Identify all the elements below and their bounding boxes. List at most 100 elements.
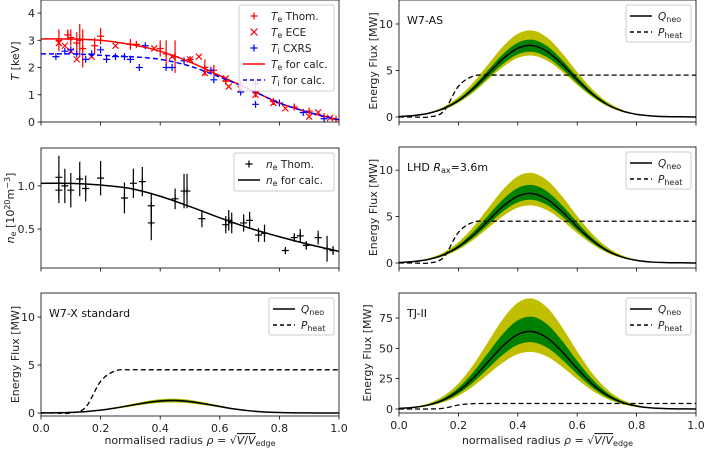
y-tick-label: 5 [386,211,393,224]
ne-thomson-point [55,186,63,194]
x-tick-label: 0.2 [92,422,110,435]
p-heat-line [399,220,696,265]
symbol: n [4,236,17,243]
uncertainty-band-inner [399,39,696,117]
equals: = [571,434,587,447]
legend: Qneo Pheat [268,297,335,336]
superscript: 20 [3,199,12,209]
p-heat-line [41,368,339,415]
y-tick-label: 50 [379,342,393,355]
ne-thomson-point [246,216,254,224]
legend-label: Ti for calc. [271,75,325,88]
plot-area [41,155,339,262]
plot-area [41,23,339,122]
subscript: heat [307,324,325,333]
legend-box [625,4,692,43]
ne-thomson-point [255,231,263,239]
te-ece-point [225,83,233,91]
label-text: for calc. [282,59,327,71]
subscript: edge [613,439,633,448]
ne-thomson-point [97,174,105,182]
label-text: for calc. [280,75,325,87]
symbol: V [594,434,603,447]
symbol: V [606,434,615,447]
te-ece-point [73,55,81,63]
te-fit-line [41,38,339,121]
te-ece-point [61,42,69,50]
ne-thomson-point [240,219,248,227]
y-tick-label: 0 [28,407,35,420]
legend-label: ne Thom. [266,159,314,172]
panel-density: ne Thom.ne for calc.0.51.0ne [1020m−3] [3,147,340,272]
unit: Energy Flux [MW] [367,12,380,109]
ne-thomson-point [76,175,84,183]
symbol: R [433,161,441,174]
te-thomson-point [91,42,99,50]
ne-thomson-point [120,194,128,202]
legend-label: Qneo [658,158,681,171]
ti-cxrs-point [168,64,176,72]
y-tick-label: 0 [386,111,393,124]
subscript: heat [664,324,682,333]
subscript: ax [441,166,451,175]
ne-thomson-point [198,215,206,223]
y-tick-label: 10 [379,164,393,177]
ne-thomson-point [138,178,146,186]
x-tick-label: 1.0 [330,422,348,435]
legend-label: Pheat [658,320,682,333]
subscript: edge [256,439,276,448]
uncertainty-band-inner [399,316,696,409]
symbol: T [271,59,279,71]
x-axis-label: normalised radius ρ = √V/Vedge [104,434,275,448]
subscript: e [277,15,282,24]
symbol: T [271,11,279,23]
equals: = [214,434,230,447]
subscript: e [273,179,278,188]
legend-label: Qneo [658,11,681,24]
ne-thomson-point [290,234,298,242]
label-text: CXRS [280,43,312,55]
y-axis-label: Energy Flux [MW] [361,304,374,401]
legend-box [268,297,335,336]
y-axis-label: T [keV] [9,41,22,80]
x-tick-label: 0.4 [151,422,169,435]
axes-frame [398,146,697,269]
ti-cxrs-point [135,64,143,72]
plot-area [399,172,696,265]
ti-cxrs-point [61,47,69,55]
legend-label: Qneo [301,304,324,317]
device-name: TJ-II [406,307,427,320]
unit: Energy Flux [MW] [9,306,22,403]
te-ece-point [305,113,313,120]
ti-cxrs-point [112,53,119,61]
unit: ] [4,173,17,177]
label-text: ECE [282,27,306,39]
axes-frame [40,0,340,123]
legend-label: Ti CXRS [271,43,312,56]
plot-area [41,368,339,415]
te-thomson-point [76,36,84,44]
symbol: Q [658,158,666,170]
legend-marker [245,160,253,168]
y-tick-label: 10 [379,18,393,31]
ne-thomson-point [67,186,75,194]
unit: Energy Flux [MW] [367,159,380,256]
subscript: neo [309,308,324,317]
symbol: V [248,434,257,447]
subscript: e [277,31,282,40]
symbol: T [271,43,279,55]
ne-thomson-point [183,187,191,195]
uncertainty-band-outer [399,172,696,263]
unit: [keV] [9,41,22,73]
superscript: −3 [3,177,12,189]
te-thomson-point [97,32,105,40]
ti-cxrs-point [88,50,96,58]
subscript: heat [664,178,682,187]
ti-cxrs-point [52,53,60,61]
sqrt-sign: √ [230,434,238,447]
ti-cxrs-point [252,100,260,108]
legend-label: Pheat [301,320,325,333]
